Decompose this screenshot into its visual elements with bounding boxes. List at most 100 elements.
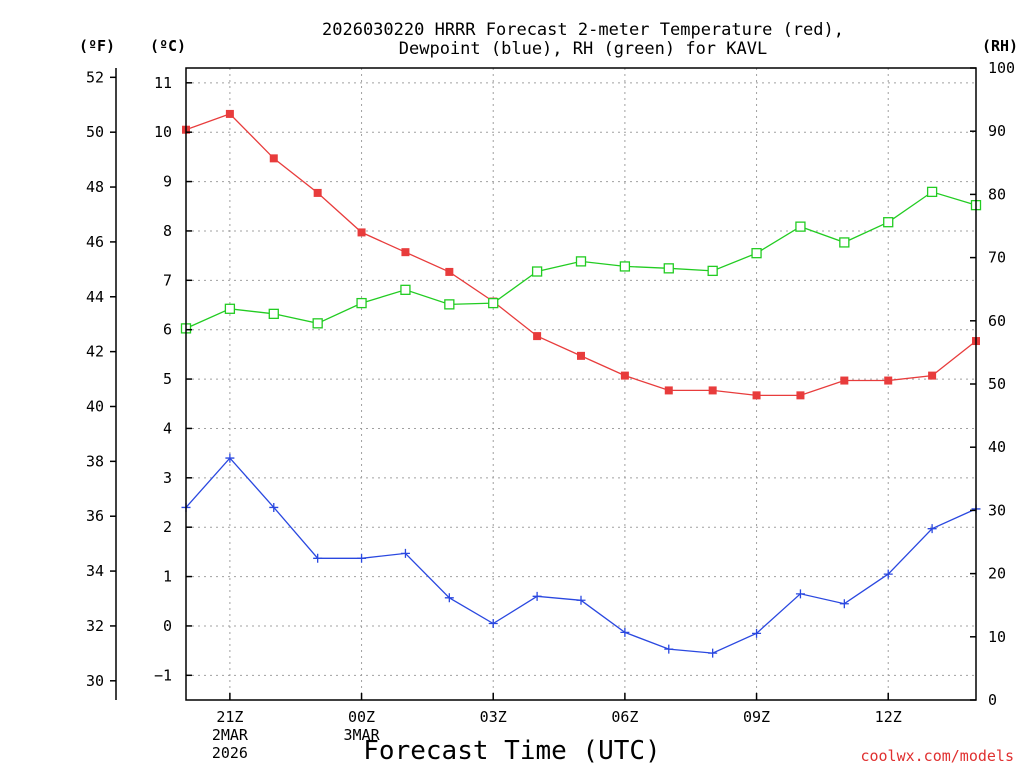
rh-point: [883, 217, 894, 228]
dewpoint-point: [532, 591, 542, 601]
series-layer: [180, 109, 982, 658]
credit-text: coolwx.com/models: [860, 747, 1014, 765]
celsius-tick-label: 8: [163, 222, 172, 240]
chart-title: 2026030220 HRRR Forecast 2-meter Tempera…: [322, 20, 844, 40]
fahrenheit-tick-label: 44: [86, 288, 104, 306]
rh-tick-label: 50: [988, 375, 1006, 393]
rh-tick-label: 80: [988, 185, 1006, 203]
fahrenheit-unit-label: (ºF): [79, 37, 115, 55]
dewpoint-point: [400, 548, 410, 558]
celsius-tick-label: 0: [163, 617, 172, 635]
rh-tick-label: 70: [988, 249, 1006, 267]
rh-tick-label: 40: [988, 438, 1006, 456]
rh-tick-label: 90: [988, 122, 1006, 140]
dewpoint-point: [576, 595, 586, 605]
rh-point: [224, 303, 236, 314]
axes: [110, 67, 977, 701]
rh-tick-label: 20: [988, 565, 1006, 583]
rh-point: [400, 284, 411, 295]
rh-point: [707, 265, 718, 277]
temperature-point: [708, 386, 717, 395]
rh-point: [312, 318, 323, 329]
rh-tick-label: 100: [988, 59, 1015, 77]
celsius-tick-label: 1: [163, 568, 172, 586]
dewpoint-point: [883, 569, 893, 579]
rh-point: [531, 266, 543, 277]
dewpoint-point: [839, 599, 849, 609]
fahrenheit-tick-label: 30: [86, 672, 104, 690]
rh-point: [619, 261, 631, 272]
fahrenheit-tick-label: 48: [86, 178, 104, 196]
temperature-point: [928, 371, 937, 380]
rh-tick-label: 10: [988, 628, 1006, 646]
celsius-tick-label: 5: [163, 370, 172, 388]
temperature-point: [533, 332, 542, 341]
time-tick-label: 12Z: [875, 708, 902, 726]
celsius-tick-label: 11: [154, 74, 172, 92]
fahrenheit-tick-label: 38: [86, 452, 104, 470]
x-axis-label: Forecast Time (UTC): [363, 736, 660, 766]
fahrenheit-tick-label: 52: [86, 68, 104, 86]
temperature-point: [225, 109, 234, 118]
plot-frame: [185, 67, 977, 701]
fahrenheit-tick-label: 42: [86, 343, 104, 361]
date-label: 2MAR: [212, 726, 249, 744]
temperature-point: [884, 376, 893, 385]
fahrenheit-tick-label: 32: [86, 617, 104, 635]
celsius-tick-label: 4: [163, 419, 172, 437]
rh-point: [268, 308, 279, 319]
temperature-point: [357, 228, 366, 237]
dewpoint-point: [795, 589, 805, 599]
dewpoint-point: [488, 618, 498, 628]
chart-title-line2: Dewpoint (blue), RH (green) for KAVL: [399, 39, 767, 59]
dewpoint-point: [664, 644, 674, 654]
dewpoint-point: [708, 648, 718, 658]
dewpoint-point: [269, 502, 279, 512]
rh-point: [444, 299, 455, 310]
celsius-unit-label: (ºC): [150, 37, 186, 55]
rh-tick-label: 60: [988, 312, 1006, 330]
temperature-point: [401, 248, 410, 257]
rh-point: [488, 297, 499, 309]
rh-point: [795, 221, 806, 232]
time-tick-label: 00Z: [348, 708, 375, 726]
time-tick-label: 03Z: [480, 708, 507, 726]
rh-point: [663, 263, 674, 274]
rh-point: [575, 256, 587, 267]
fahrenheit-tick-label: 40: [86, 397, 104, 415]
temperature-point: [313, 188, 322, 197]
rh-unit-label: (RH): [982, 37, 1018, 55]
fahrenheit-tick-label: 50: [86, 123, 104, 141]
celsius-tick-label: 3: [163, 469, 172, 487]
grid-lines: [186, 68, 976, 700]
temperature-point: [445, 267, 454, 276]
celsius-tick-label: 2: [163, 518, 172, 536]
celsius-tick-label: 6: [163, 321, 172, 339]
fahrenheit-tick-label: 34: [86, 562, 104, 580]
temperature-point: [269, 154, 278, 163]
temperature-point: [664, 386, 673, 395]
celsius-tick-label: 7: [163, 271, 172, 289]
celsius-tick-label: 10: [154, 123, 172, 141]
rh-tick-label: 0: [988, 691, 997, 709]
temperature-point: [577, 351, 585, 360]
date-label: 3MAR: [343, 726, 380, 744]
rh-point: [839, 237, 850, 248]
dewpoint-line: [185, 457, 977, 654]
temperature-point: [840, 376, 849, 385]
dewpoint-point: [357, 553, 367, 563]
rh-tick-label: 30: [988, 501, 1006, 519]
dewpoint-point: [927, 524, 937, 534]
rh-point: [751, 248, 762, 259]
rh-point: [356, 297, 367, 309]
year-label: 2026: [212, 744, 248, 762]
dewpoint-point: [752, 628, 762, 638]
dewpoint-point: [620, 627, 630, 637]
dewpoint-point: [313, 553, 323, 563]
temperature-point: [620, 371, 629, 380]
temperature-point: [752, 391, 761, 400]
temperature-point: [796, 391, 805, 400]
celsius-tick-label: −1: [154, 666, 172, 684]
celsius-tick-label: 9: [163, 173, 172, 191]
